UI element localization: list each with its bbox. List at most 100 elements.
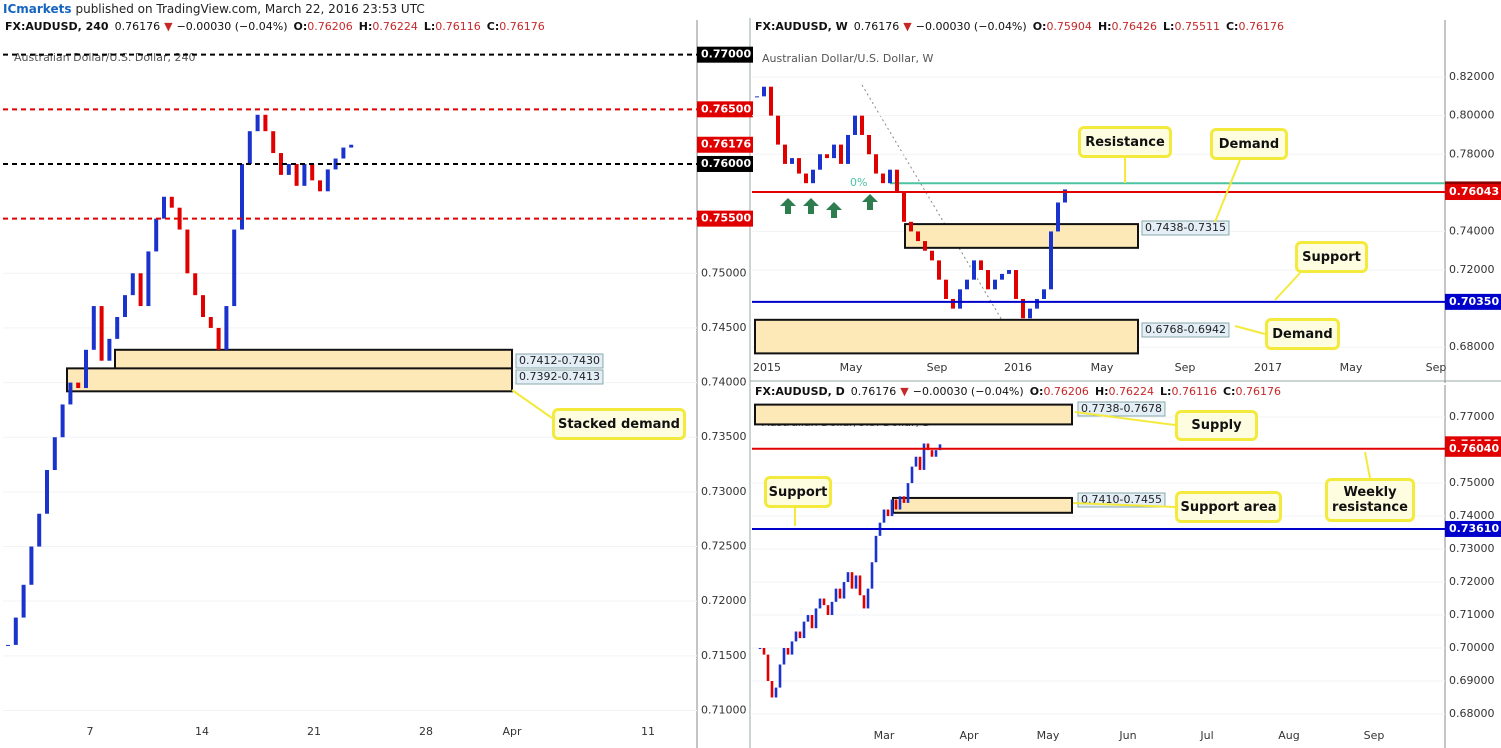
candle — [318, 180, 322, 192]
candle — [1063, 189, 1067, 203]
x-tick-label: Apr — [502, 725, 522, 738]
candle — [906, 483, 910, 503]
ohlc-label: L: — [424, 20, 435, 33]
candle — [193, 273, 198, 296]
callout: Demand — [1210, 128, 1288, 160]
callout: Stacked demand — [552, 408, 686, 440]
x-tick-label: Jun — [1118, 729, 1136, 742]
candle — [786, 648, 790, 655]
candle — [60, 404, 65, 438]
level-badge — [697, 155, 753, 172]
x-tick-label: 2015 — [753, 361, 781, 374]
zone — [114, 348, 513, 371]
candle — [1021, 298, 1025, 319]
x-tick-label: Sep — [1426, 361, 1447, 374]
level-badge — [697, 136, 753, 153]
candle — [1042, 289, 1046, 299]
symbol: FX:AUDUSD, 240 — [5, 20, 109, 33]
candle — [224, 306, 229, 350]
x-tick-label: Sep — [1175, 361, 1196, 374]
candle — [130, 273, 135, 296]
candle — [1056, 202, 1060, 232]
x-tick-label: Sep — [927, 361, 948, 374]
panel-header: FX:AUDUSD, W 0.76176 ▼ −0.00030 (−0.04%) O:0… — [755, 20, 1284, 33]
candle — [333, 158, 338, 170]
y-tick-label: 0.73000 — [1449, 542, 1495, 555]
candle — [177, 207, 182, 230]
y-tick-label: 0.70000 — [1449, 641, 1495, 654]
x-tick-label: 28 — [419, 725, 433, 738]
candle — [769, 86, 773, 116]
candle — [770, 680, 774, 698]
candle — [762, 86, 766, 97]
level-badge — [697, 101, 753, 118]
zone-label-box — [515, 353, 604, 369]
y-tick-label: 0.72000 — [701, 594, 747, 607]
candle — [286, 163, 291, 175]
x-tick-label: May — [840, 361, 863, 374]
callout: Weekly resistance — [1325, 478, 1415, 522]
arrows — [780, 194, 878, 218]
candle — [138, 273, 143, 307]
candle — [185, 229, 190, 274]
level-label: 0.76000 — [701, 157, 751, 170]
candle — [794, 631, 798, 642]
candle — [853, 115, 857, 135]
candle — [830, 601, 834, 616]
watermark-title: Australian Dollar/U.S. Dollar, 240 — [14, 51, 196, 64]
candle — [867, 134, 871, 155]
candle — [866, 588, 870, 609]
x-tick-label: Jul — [1199, 729, 1213, 742]
x-tick-label: Aug — [1278, 729, 1299, 742]
candle — [778, 664, 782, 688]
level-badge — [697, 210, 753, 227]
callout: Support — [1295, 241, 1368, 273]
candle — [930, 250, 934, 261]
candle — [21, 584, 26, 618]
direction: ▼ — [164, 20, 173, 33]
candle — [76, 382, 81, 389]
callout-pointer — [1074, 411, 1176, 426]
y-tick-label: 0.74000 — [701, 376, 747, 389]
candle — [850, 572, 854, 589]
candle — [822, 598, 826, 606]
y-tick-label: 0.71000 — [1449, 608, 1495, 621]
candle — [818, 598, 822, 609]
candle — [951, 298, 955, 309]
candle — [255, 114, 260, 132]
candle — [263, 114, 268, 132]
x-tick-label: Sep — [1364, 729, 1385, 742]
candle — [958, 289, 962, 309]
brand[interactable]: ICmarkets — [3, 2, 71, 16]
callout: Support area — [1175, 491, 1282, 523]
candle — [895, 169, 899, 193]
candle — [886, 509, 890, 517]
level-label: 0.75500 — [701, 212, 751, 225]
candle — [993, 279, 997, 290]
candle — [858, 575, 862, 596]
fib-label: 0% — [850, 176, 867, 189]
candle — [758, 648, 762, 650]
candle — [854, 575, 858, 589]
candle — [986, 270, 990, 290]
x-tick-label: 2016 — [1004, 361, 1032, 374]
y-tick-label: 0.73500 — [701, 430, 747, 443]
y-tick-label: 0.75000 — [1449, 476, 1495, 489]
candle — [783, 144, 787, 164]
callout: Supply — [1175, 410, 1258, 441]
candle — [832, 144, 836, 159]
candle — [91, 306, 96, 350]
level-label: 0.76176 — [701, 138, 751, 151]
candle — [208, 317, 213, 328]
candle — [798, 631, 802, 639]
level-badge — [1445, 440, 1501, 457]
x-tick-label: May — [1340, 361, 1363, 374]
x-tick-label: 21 — [307, 725, 321, 738]
panel-header: FX:AUDUSD, D 0.76176 ▼ −0.00030 (−0.04%) O:0… — [755, 385, 1281, 398]
callout-pointer — [511, 389, 553, 419]
x-tick-label: May — [1091, 361, 1114, 374]
last-price: 0.76176 — [854, 20, 900, 33]
candle — [902, 192, 906, 222]
zone-label: 0.7438-0.7315 — [1145, 221, 1226, 234]
zone — [754, 403, 1073, 426]
